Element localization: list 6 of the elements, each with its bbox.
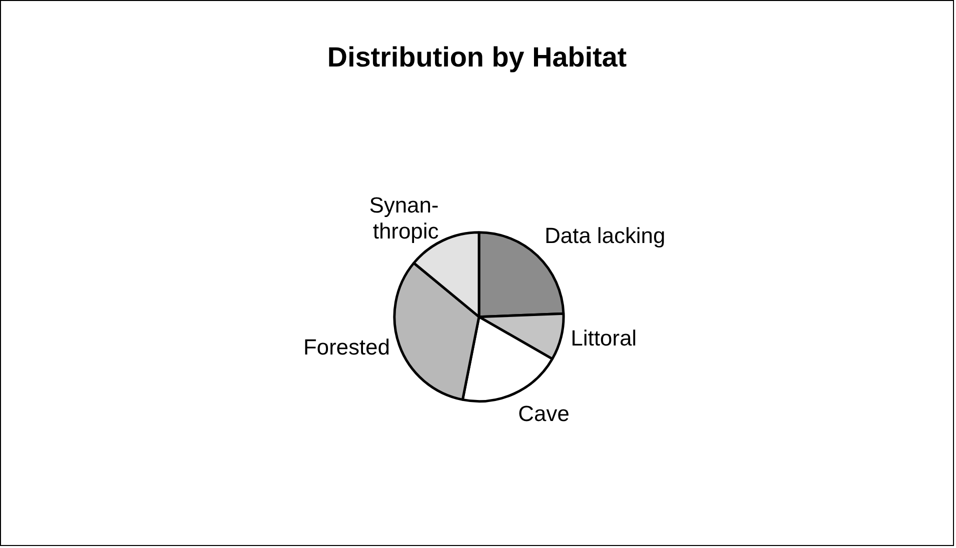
chart-title: Distribution by Habitat — [327, 42, 627, 72]
slice-label: Data lacking — [544, 222, 666, 248]
slice-label: Littoral — [570, 326, 637, 350]
slice-label: Cave — [518, 400, 570, 426]
slice-label: Synan- thropic — [369, 192, 439, 244]
slice-label: Forested — [303, 334, 390, 360]
